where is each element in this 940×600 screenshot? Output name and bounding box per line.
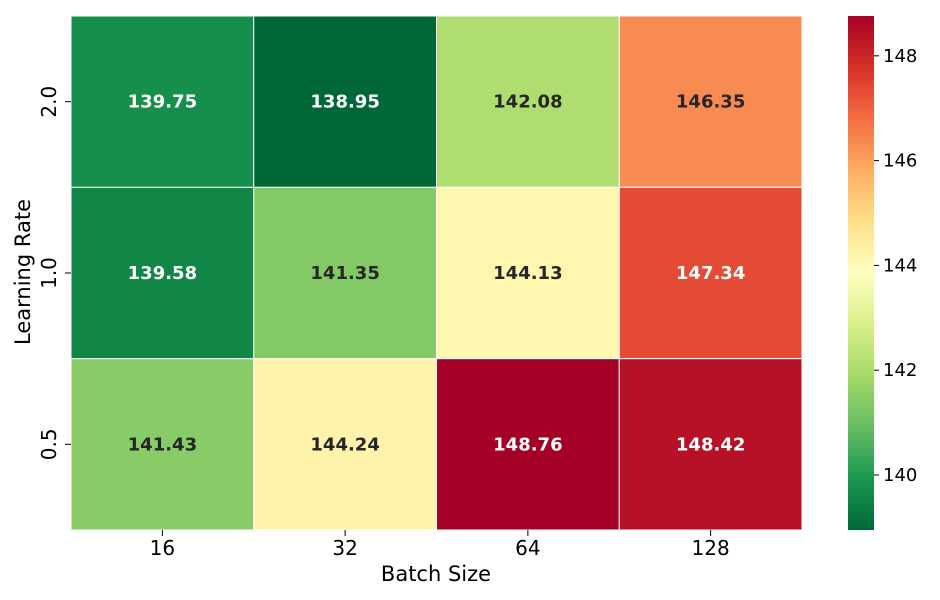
x-axis-ticks: 16 32 64 128 xyxy=(150,530,730,560)
cell-value-r0-c3: 146.35 xyxy=(676,92,745,113)
cell-value-r2-c3: 148.42 xyxy=(676,434,745,455)
x-tick-label-32: 32 xyxy=(332,536,357,560)
y-tick-label-0.5: 0.5 xyxy=(37,428,61,460)
colorbar-tick-label-142: 142 xyxy=(883,360,917,381)
cell-value-r1-c0: 139.58 xyxy=(128,263,197,284)
cell-value-r0-c0: 139.75 xyxy=(128,92,197,113)
y-axis-ticks: 2.0 1.0 0.5 xyxy=(37,86,71,460)
colorbar-tick-label-144: 144 xyxy=(883,255,917,276)
heatmap-cell-r1-c2 xyxy=(436,186,620,360)
cell-value-r0-c1: 138.95 xyxy=(310,92,379,113)
cell-value-r2-c1: 144.24 xyxy=(310,434,379,455)
heatmap-cell-r0-c2 xyxy=(436,15,620,188)
heatmap-cell-r2-c1 xyxy=(253,358,437,531)
cell-value-r1-c1: 141.35 xyxy=(310,263,379,284)
colorbar-gradient xyxy=(848,16,874,530)
x-tick-label-128: 128 xyxy=(692,536,730,560)
heatmap-cell-r0-c0 xyxy=(70,15,255,188)
heatmap-cell-r1-c1 xyxy=(253,186,437,360)
cell-value-r2-c0: 141.43 xyxy=(128,434,197,455)
x-axis-label: Batch Size xyxy=(381,562,491,586)
heatmap-cells: 139.75 138.95 142.08 146.35 139.58 141.35 144.… xyxy=(70,15,803,531)
colorbar-tick-label-140: 140 xyxy=(883,465,917,486)
cell-value-r2-c2: 148.76 xyxy=(493,434,562,455)
colorbar-tick-label-148: 148 xyxy=(883,46,917,67)
heatmap-cell-r2-c3 xyxy=(618,358,803,531)
colorbar: 140 142 144 146 148 xyxy=(848,16,917,530)
x-tick-label-16: 16 xyxy=(150,536,175,560)
y-tick-label-2.0: 2.0 xyxy=(37,86,61,118)
cell-value-r1-c3: 147.34 xyxy=(676,263,745,284)
colorbar-tick-label-146: 146 xyxy=(883,151,917,172)
heatmap-cell-r0-c3 xyxy=(618,15,803,188)
heatmap-cell-r1-c3 xyxy=(618,186,803,360)
x-tick-label-64: 64 xyxy=(515,536,540,560)
heatmap-cell-r0-c1 xyxy=(253,15,437,188)
cell-value-r0-c2: 142.08 xyxy=(493,92,562,113)
heatmap-cell-r1-c0 xyxy=(70,186,255,360)
y-tick-label-1.0: 1.0 xyxy=(37,257,61,289)
y-axis-label: Learning Rate xyxy=(11,199,35,345)
cell-value-r1-c2: 144.13 xyxy=(493,263,562,284)
